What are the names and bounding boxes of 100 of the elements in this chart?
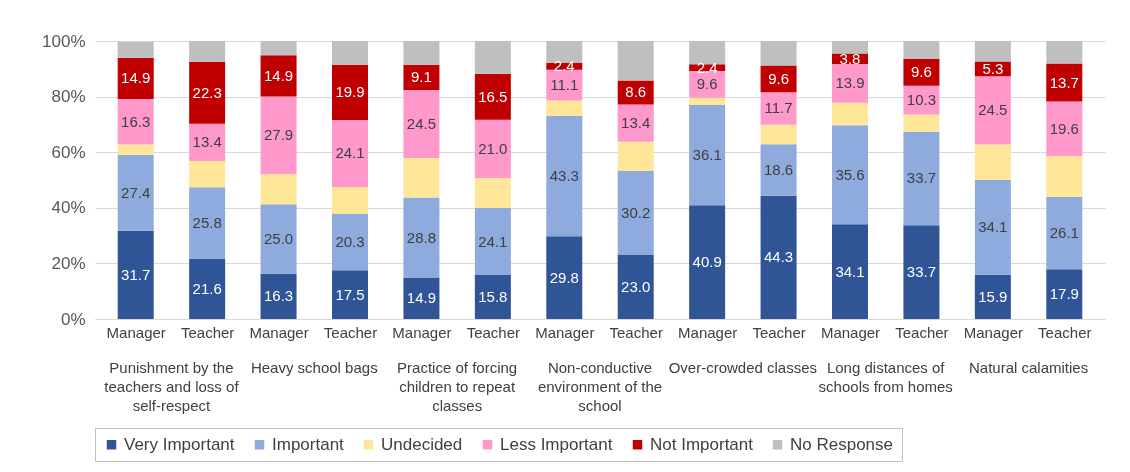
data-label: 3.8 bbox=[839, 49, 861, 67]
bar bbox=[117, 41, 154, 58]
bar bbox=[332, 270, 368, 319]
bar bbox=[260, 174, 297, 205]
bar bbox=[474, 208, 511, 276]
bar bbox=[260, 55, 297, 97]
text: Non-conductive environment of the school bbox=[537, 359, 663, 414]
data-label: 24.1 bbox=[335, 144, 365, 162]
y-tick-label: 20% bbox=[51, 253, 86, 273]
bar bbox=[546, 100, 583, 116]
x-tick-label: Teacher bbox=[323, 323, 378, 341]
bar bbox=[617, 41, 654, 81]
data-label: 9.6 bbox=[911, 63, 932, 81]
bar bbox=[760, 195, 797, 319]
data-label: 34.1 bbox=[978, 218, 1008, 236]
bar bbox=[1046, 41, 1083, 64]
text: Punishment by the teachers and loss of self-respect bbox=[104, 359, 240, 414]
text: Over-crowded classes bbox=[668, 359, 818, 376]
bar bbox=[260, 204, 297, 274]
data-label: 19.6 bbox=[1049, 119, 1079, 137]
legend-label: Important bbox=[272, 434, 345, 454]
bar bbox=[189, 161, 226, 188]
data-label: 22.3 bbox=[192, 83, 222, 101]
data-label: 13.7 bbox=[1049, 73, 1079, 91]
data-label: 21.0 bbox=[478, 139, 508, 157]
bar bbox=[832, 224, 868, 319]
x-tick-label: Manager bbox=[535, 323, 595, 341]
data-label: 19.9 bbox=[335, 83, 365, 101]
text: Natural calamities bbox=[968, 359, 1089, 376]
bar bbox=[903, 131, 940, 226]
bar bbox=[189, 41, 226, 62]
bar bbox=[1046, 63, 1083, 102]
data-label: 28.8 bbox=[406, 228, 437, 246]
bar bbox=[760, 144, 797, 196]
x-tick-label: Teacher bbox=[1038, 323, 1092, 341]
x-tick-label: Teacher bbox=[895, 323, 949, 341]
data-label: 11.7 bbox=[764, 99, 793, 117]
legend-label: Very Important bbox=[124, 434, 235, 454]
data-label: 13.4 bbox=[621, 114, 651, 132]
bar bbox=[403, 158, 440, 198]
data-label: 14.9 bbox=[121, 69, 151, 87]
data-label: 17.5 bbox=[335, 285, 365, 303]
bar bbox=[1046, 156, 1083, 197]
data-label: 11.1 bbox=[550, 76, 579, 94]
data-label: 13.4 bbox=[192, 133, 222, 151]
data-label: 18.6 bbox=[763, 160, 794, 178]
y-tick-label: 60% bbox=[51, 142, 86, 162]
bar bbox=[974, 76, 1011, 145]
bar bbox=[903, 114, 940, 132]
bar bbox=[189, 187, 226, 259]
bar bbox=[332, 213, 368, 271]
bar bbox=[260, 96, 297, 175]
bar bbox=[189, 258, 226, 319]
data-label: 31.7 bbox=[121, 265, 151, 283]
data-label: 9.1 bbox=[411, 68, 432, 86]
data-label: 23.0 bbox=[621, 278, 651, 296]
data-label: 14.9 bbox=[406, 289, 437, 307]
x-tick-label: Manager bbox=[820, 323, 881, 341]
data-label: 21.6 bbox=[192, 279, 222, 297]
data-label: 16.3 bbox=[263, 287, 294, 305]
data-label: 13.9 bbox=[835, 74, 865, 92]
data-label: 24.5 bbox=[978, 101, 1008, 119]
data-label: 43.3 bbox=[549, 166, 579, 184]
x-tick-label: Manager bbox=[106, 323, 166, 341]
data-label: 10.3 bbox=[906, 91, 937, 109]
bar bbox=[974, 144, 1011, 180]
bar bbox=[617, 141, 654, 172]
bar bbox=[117, 99, 154, 145]
y-tick-label: 0% bbox=[60, 309, 86, 329]
bar bbox=[689, 97, 726, 105]
bar bbox=[546, 115, 583, 237]
bar bbox=[260, 41, 297, 56]
x-tick-label: Teacher bbox=[466, 323, 521, 341]
text: Heavy school bags bbox=[250, 359, 378, 376]
data-label: 27.9 bbox=[263, 126, 294, 144]
bar bbox=[832, 102, 868, 126]
bar bbox=[1046, 196, 1083, 270]
data-label: 27.4 bbox=[121, 183, 151, 201]
data-label: 40.9 bbox=[692, 253, 722, 271]
data-label: 25.8 bbox=[192, 214, 222, 232]
bar bbox=[117, 154, 154, 231]
bar bbox=[974, 41, 1011, 62]
bar bbox=[617, 104, 654, 142]
bar bbox=[474, 178, 511, 209]
bar bbox=[760, 124, 797, 145]
legend-label: No Response bbox=[790, 434, 894, 454]
bar bbox=[403, 277, 440, 319]
legend-label: Undecided bbox=[381, 434, 463, 454]
data-label: 16.3 bbox=[121, 112, 151, 130]
data-label: 17.9 bbox=[1049, 285, 1079, 303]
bar bbox=[832, 41, 868, 54]
bar bbox=[474, 275, 511, 319]
x-tick-label: Teacher bbox=[180, 323, 235, 341]
bar bbox=[403, 89, 440, 159]
data-label: 26.1 bbox=[1049, 223, 1079, 241]
bar bbox=[403, 197, 440, 278]
data-label: 15.9 bbox=[978, 287, 1008, 305]
x-tick-label: Manager bbox=[963, 323, 1023, 341]
data-label: 5.3 bbox=[982, 59, 1004, 77]
bar bbox=[1046, 269, 1083, 319]
